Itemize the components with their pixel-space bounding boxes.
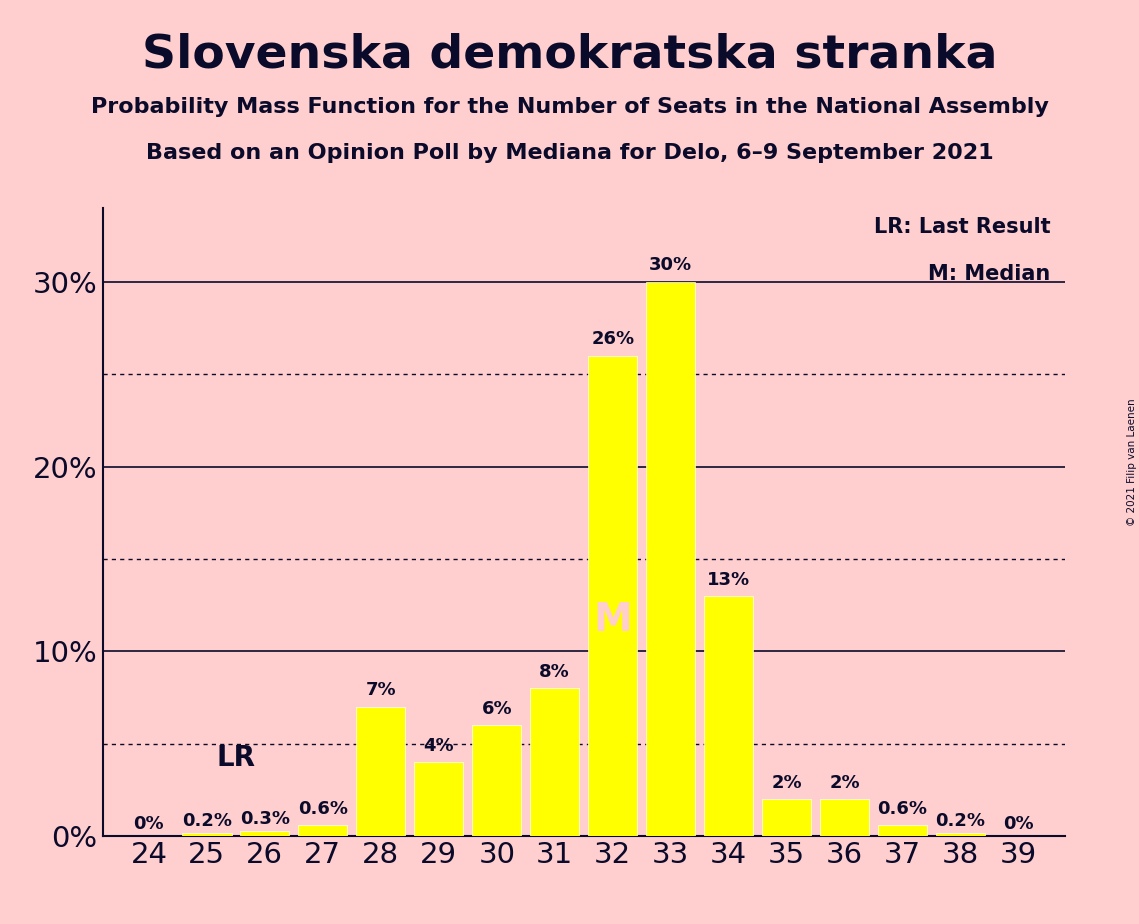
Bar <box>473 725 522 836</box>
Text: © 2021 Filip van Laenen: © 2021 Filip van Laenen <box>1126 398 1137 526</box>
Text: LR: LR <box>216 744 255 772</box>
Text: 0.3%: 0.3% <box>240 810 289 828</box>
Text: 7%: 7% <box>366 682 396 699</box>
Text: Probability Mass Function for the Number of Seats in the National Assembly: Probability Mass Function for the Number… <box>91 97 1048 117</box>
Text: 4%: 4% <box>424 737 454 755</box>
Bar <box>357 707 405 836</box>
Bar <box>762 799 811 836</box>
Text: 0%: 0% <box>133 816 164 833</box>
Bar <box>936 833 985 836</box>
Text: 26%: 26% <box>591 331 634 348</box>
Text: 2%: 2% <box>829 774 860 792</box>
Text: 8%: 8% <box>540 663 571 681</box>
Text: 0%: 0% <box>1003 816 1034 833</box>
Text: 13%: 13% <box>707 571 751 589</box>
Bar <box>182 833 231 836</box>
Bar <box>240 831 289 836</box>
Text: LR: Last Result: LR: Last Result <box>874 217 1050 237</box>
Bar <box>588 356 638 836</box>
Text: M: Median: M: Median <box>928 264 1050 285</box>
Text: 0.2%: 0.2% <box>935 812 985 830</box>
Bar <box>704 596 753 836</box>
Bar <box>878 825 927 836</box>
Bar <box>820 799 869 836</box>
Bar <box>646 282 695 836</box>
Bar <box>530 688 580 836</box>
Text: M: M <box>593 601 632 639</box>
Text: 0.6%: 0.6% <box>878 800 927 818</box>
Text: Slovenska demokratska stranka: Slovenska demokratska stranka <box>141 32 998 78</box>
Text: 0.6%: 0.6% <box>297 800 347 818</box>
Bar <box>298 825 347 836</box>
Bar <box>415 762 464 836</box>
Text: Based on an Opinion Poll by Mediana for Delo, 6–9 September 2021: Based on an Opinion Poll by Mediana for … <box>146 143 993 164</box>
Text: 0.2%: 0.2% <box>182 812 232 830</box>
Text: 2%: 2% <box>771 774 802 792</box>
Text: 30%: 30% <box>649 257 693 274</box>
Text: 6%: 6% <box>482 700 513 718</box>
